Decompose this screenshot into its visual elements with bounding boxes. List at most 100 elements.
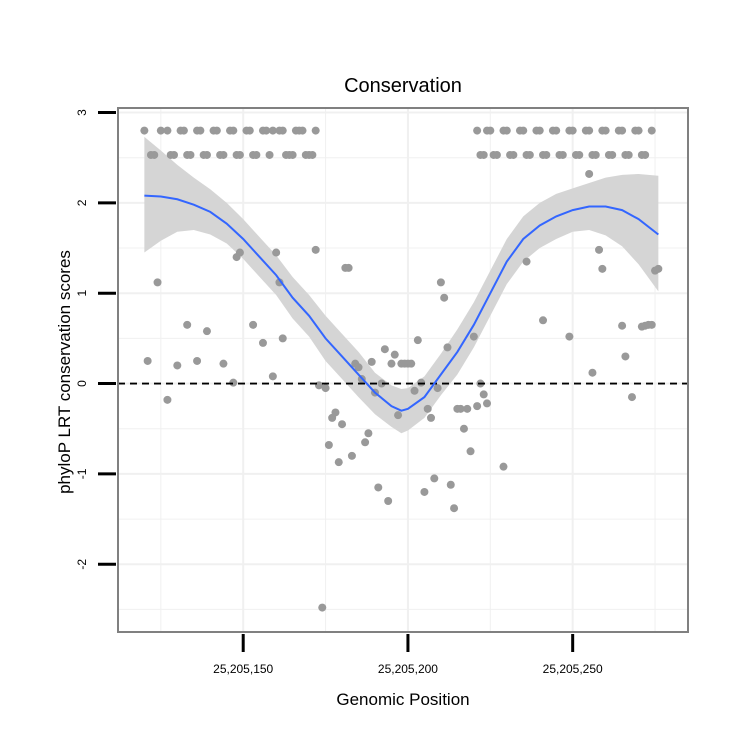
data-point-14 bbox=[202, 150, 211, 159]
data-point-16 bbox=[212, 126, 221, 135]
data-point-35 bbox=[288, 150, 297, 159]
data-point-148 bbox=[456, 404, 465, 413]
data-point-47 bbox=[486, 126, 495, 135]
data-point-139 bbox=[427, 413, 436, 422]
data-point-12 bbox=[196, 126, 205, 135]
data-point-143 bbox=[440, 293, 449, 302]
data-point-167 bbox=[627, 393, 636, 402]
y-axis: -2 -1 0 1 2 3 bbox=[75, 109, 116, 570]
data-point-150 bbox=[463, 404, 472, 413]
panel-border bbox=[117, 107, 689, 633]
data-point-86 bbox=[647, 126, 656, 135]
data-point-161 bbox=[585, 169, 594, 178]
y-tick-label-5: 3 bbox=[75, 109, 89, 116]
data-point-153 bbox=[473, 402, 482, 411]
data-point-135 bbox=[413, 336, 422, 345]
data-point-59 bbox=[535, 126, 544, 135]
data-point-75 bbox=[601, 126, 610, 135]
data-point-159 bbox=[539, 316, 548, 325]
data-point-83 bbox=[634, 126, 643, 135]
data-point-32 bbox=[278, 126, 287, 135]
data-point-127 bbox=[387, 359, 396, 368]
data-point-133 bbox=[407, 359, 416, 368]
data-point-149 bbox=[459, 424, 468, 433]
data-point-158 bbox=[522, 257, 531, 266]
data-point-106 bbox=[318, 603, 327, 612]
x-axis-title: Genomic Position bbox=[336, 690, 469, 709]
data-point-134 bbox=[410, 386, 419, 395]
data-point-10 bbox=[186, 150, 195, 159]
data-point-57 bbox=[525, 150, 534, 159]
data-point-18 bbox=[219, 150, 228, 159]
data-point-4 bbox=[163, 126, 172, 135]
data-point-61 bbox=[542, 150, 551, 159]
data-point-156 bbox=[483, 399, 492, 408]
data-point-129 bbox=[394, 411, 403, 420]
data-point-137 bbox=[420, 487, 429, 496]
data-point-136 bbox=[417, 378, 426, 387]
data-point-111 bbox=[334, 458, 343, 467]
data-point-81 bbox=[624, 150, 633, 159]
x-tick-label-0: 25,205,150 bbox=[213, 662, 273, 676]
data-point-91 bbox=[183, 320, 192, 329]
y-tick-label-0: -2 bbox=[75, 559, 89, 570]
data-points bbox=[140, 126, 663, 612]
x-axis: 25,205,150 25,205,200 25,205,250 bbox=[213, 634, 603, 676]
data-point-108 bbox=[324, 440, 333, 449]
data-point-99 bbox=[258, 338, 267, 347]
data-point-41 bbox=[308, 150, 317, 159]
data-point-163 bbox=[595, 245, 604, 254]
data-point-69 bbox=[575, 150, 584, 159]
y-tick-label-4: 2 bbox=[75, 199, 89, 206]
data-point-126 bbox=[384, 497, 393, 505]
data-point-173 bbox=[654, 264, 663, 273]
data-point-53 bbox=[509, 150, 518, 159]
data-point-29 bbox=[265, 150, 274, 159]
data-point-157 bbox=[499, 462, 508, 471]
data-point-79 bbox=[618, 126, 627, 135]
data-point-112 bbox=[338, 420, 347, 429]
data-point-171 bbox=[647, 320, 656, 329]
data-point-104 bbox=[311, 245, 320, 254]
data-point-152 bbox=[469, 332, 478, 341]
data-point-115 bbox=[347, 451, 356, 460]
y-tick-label-2: 0 bbox=[75, 380, 89, 387]
data-point-145 bbox=[446, 480, 455, 489]
data-point-119 bbox=[361, 438, 370, 447]
data-point-142 bbox=[436, 278, 445, 287]
data-point-20 bbox=[229, 126, 238, 135]
data-point-67 bbox=[568, 126, 577, 135]
x-tick-label-1: 25,205,200 bbox=[378, 662, 438, 676]
data-point-165 bbox=[618, 321, 627, 330]
smooth-line-layer bbox=[144, 194, 659, 412]
data-point-26 bbox=[252, 150, 261, 159]
data-point-87 bbox=[143, 356, 152, 365]
data-point-2 bbox=[150, 150, 159, 159]
data-point-90 bbox=[173, 361, 182, 370]
data-point-141 bbox=[433, 384, 442, 393]
data-point-140 bbox=[430, 474, 439, 483]
data-point-85 bbox=[641, 150, 650, 159]
data-point-49 bbox=[492, 150, 501, 159]
data-point-6 bbox=[170, 150, 179, 159]
data-point-97 bbox=[235, 248, 244, 257]
data-point-166 bbox=[621, 352, 630, 361]
smooth-trend-line bbox=[144, 194, 659, 412]
data-point-121 bbox=[367, 357, 376, 366]
data-point-128 bbox=[390, 350, 399, 359]
data-point-42 bbox=[311, 126, 320, 135]
data-point-164 bbox=[598, 264, 607, 273]
x-tick-label-2: 25,205,250 bbox=[543, 662, 603, 676]
y-tick-label-1: -1 bbox=[75, 468, 89, 479]
data-point-124 bbox=[377, 379, 386, 388]
data-point-38 bbox=[298, 126, 307, 135]
data-point-162 bbox=[588, 368, 597, 377]
data-point-101 bbox=[272, 248, 281, 257]
data-point-8 bbox=[179, 126, 188, 135]
data-point-73 bbox=[591, 150, 600, 159]
data-point-28 bbox=[262, 126, 271, 135]
data-point-89 bbox=[163, 395, 172, 404]
data-point-110 bbox=[331, 408, 340, 417]
data-point-22 bbox=[235, 150, 244, 159]
